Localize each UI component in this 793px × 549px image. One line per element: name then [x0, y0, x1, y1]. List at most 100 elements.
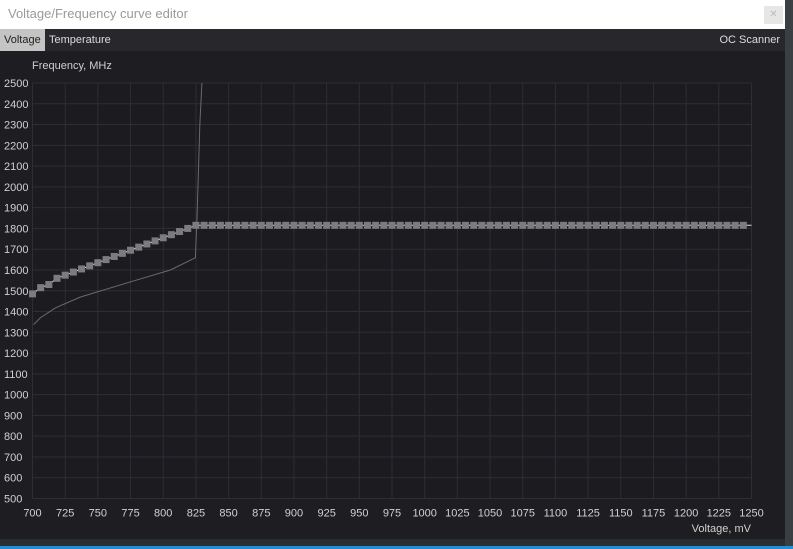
tab-voltage[interactable]: Voltage — [0, 29, 45, 51]
curve-point[interactable] — [453, 221, 461, 229]
y-tick-label: 1300 — [4, 327, 28, 339]
curve-point[interactable] — [192, 221, 200, 229]
curve-point[interactable] — [470, 221, 478, 229]
curve-point[interactable] — [176, 228, 184, 236]
vf-curve-chart[interactable]: 700 725 750 775 800 825 850 875 900 925 950 975 1000… — [0, 51, 785, 539]
curve-point[interactable] — [257, 221, 265, 229]
curve-point[interactable] — [372, 221, 380, 229]
x-tick-label: 1200 — [674, 508, 698, 520]
curve-point[interactable] — [241, 221, 249, 229]
oc-scanner-button[interactable]: OC Scanner — [719, 34, 780, 46]
curve-point[interactable] — [462, 221, 470, 229]
curve-point[interactable] — [519, 221, 527, 229]
curve-point[interactable] — [69, 268, 77, 276]
curve-point[interactable] — [404, 221, 412, 229]
curve-point[interactable] — [543, 221, 551, 229]
curve-point[interactable] — [159, 234, 167, 242]
curve-point[interactable] — [208, 221, 216, 229]
curve-point[interactable] — [494, 221, 502, 229]
curve-point[interactable] — [167, 231, 175, 239]
curve-point[interactable] — [37, 284, 45, 292]
curve-point[interactable] — [576, 221, 584, 229]
curve-point[interactable] — [347, 221, 355, 229]
curve-point[interactable] — [641, 221, 649, 229]
curve-point[interactable] — [511, 221, 519, 229]
curve-point[interactable] — [568, 221, 576, 229]
curve-point[interactable] — [739, 221, 747, 229]
curve-point[interactable] — [78, 265, 86, 273]
x-tick-label: 1000 — [412, 508, 436, 520]
curve-point[interactable] — [731, 221, 739, 229]
curve-point[interactable] — [445, 221, 453, 229]
curve-point[interactable] — [143, 240, 151, 248]
curve-point[interactable] — [715, 221, 723, 229]
curve-point[interactable] — [617, 221, 625, 229]
curve-point[interactable] — [363, 221, 371, 229]
curve-point[interactable] — [429, 221, 437, 229]
curve-point[interactable] — [53, 274, 61, 282]
curve-point[interactable] — [609, 221, 617, 229]
curve-point[interactable] — [200, 221, 208, 229]
curve-point[interactable] — [290, 221, 298, 229]
curve-point[interactable] — [127, 246, 135, 254]
curve-point[interactable] — [298, 221, 306, 229]
curve-point[interactable] — [306, 221, 314, 229]
curve-point[interactable] — [184, 224, 192, 232]
curve-point[interactable] — [527, 221, 535, 229]
curve-point[interactable] — [690, 221, 698, 229]
curve-point[interactable] — [314, 221, 322, 229]
curve-point[interactable] — [355, 221, 363, 229]
curve-point[interactable] — [682, 221, 690, 229]
curve-point[interactable] — [478, 221, 486, 229]
curve-point[interactable] — [323, 221, 331, 229]
curve-point[interactable] — [707, 221, 715, 229]
curve-point[interactable] — [421, 221, 429, 229]
curve-point[interactable] — [633, 221, 641, 229]
curve-point[interactable] — [666, 221, 674, 229]
curve-point[interactable] — [698, 221, 706, 229]
curve-point[interactable] — [658, 221, 666, 229]
curve-point[interactable] — [233, 221, 241, 229]
x-tick-label: 725 — [56, 508, 74, 520]
curve-point[interactable] — [86, 262, 94, 270]
curve-point[interactable] — [282, 221, 290, 229]
curve-point[interactable] — [110, 252, 118, 260]
curve-point[interactable] — [94, 259, 102, 267]
curve-point[interactable] — [486, 221, 494, 229]
curve-point[interactable] — [592, 221, 600, 229]
curve-point[interactable] — [45, 281, 53, 289]
curve-point[interactable] — [151, 237, 159, 245]
title-bar[interactable]: Voltage/Frequency curve editor ✕ — [0, 0, 785, 29]
curve-point[interactable] — [584, 221, 592, 229]
curve-point[interactable] — [649, 221, 657, 229]
curve-point[interactable] — [331, 221, 339, 229]
curve-point[interactable] — [551, 221, 559, 229]
curve-point[interactable] — [502, 221, 510, 229]
curve-point[interactable] — [396, 221, 404, 229]
curve-point[interactable] — [249, 221, 257, 229]
curve-point[interactable] — [339, 221, 347, 229]
curve-point[interactable] — [674, 221, 682, 229]
curve-point[interactable] — [135, 243, 143, 251]
curve-point[interactable] — [216, 221, 224, 229]
curve-point[interactable] — [102, 256, 110, 264]
tab-temperature[interactable]: Temperature — [49, 34, 111, 46]
curve-point[interactable] — [61, 271, 69, 279]
curve-point[interactable] — [29, 290, 36, 298]
curve-point[interactable] — [625, 221, 633, 229]
curve-point[interactable] — [388, 221, 396, 229]
curve-point[interactable] — [118, 249, 126, 257]
close-icon[interactable]: ✕ — [764, 6, 783, 24]
y-tick-label: 2100 — [4, 161, 28, 173]
y-tick-label: 800 — [4, 431, 22, 443]
curve-point[interactable] — [225, 221, 233, 229]
curve-point[interactable] — [437, 221, 445, 229]
curve-point[interactable] — [600, 221, 608, 229]
curve-point[interactable] — [265, 221, 273, 229]
curve-point[interactable] — [380, 221, 388, 229]
curve-point[interactable] — [560, 221, 568, 229]
curve-point[interactable] — [535, 221, 543, 229]
curve-point[interactable] — [274, 221, 282, 229]
curve-point[interactable] — [413, 221, 421, 229]
curve-point[interactable] — [723, 221, 731, 229]
